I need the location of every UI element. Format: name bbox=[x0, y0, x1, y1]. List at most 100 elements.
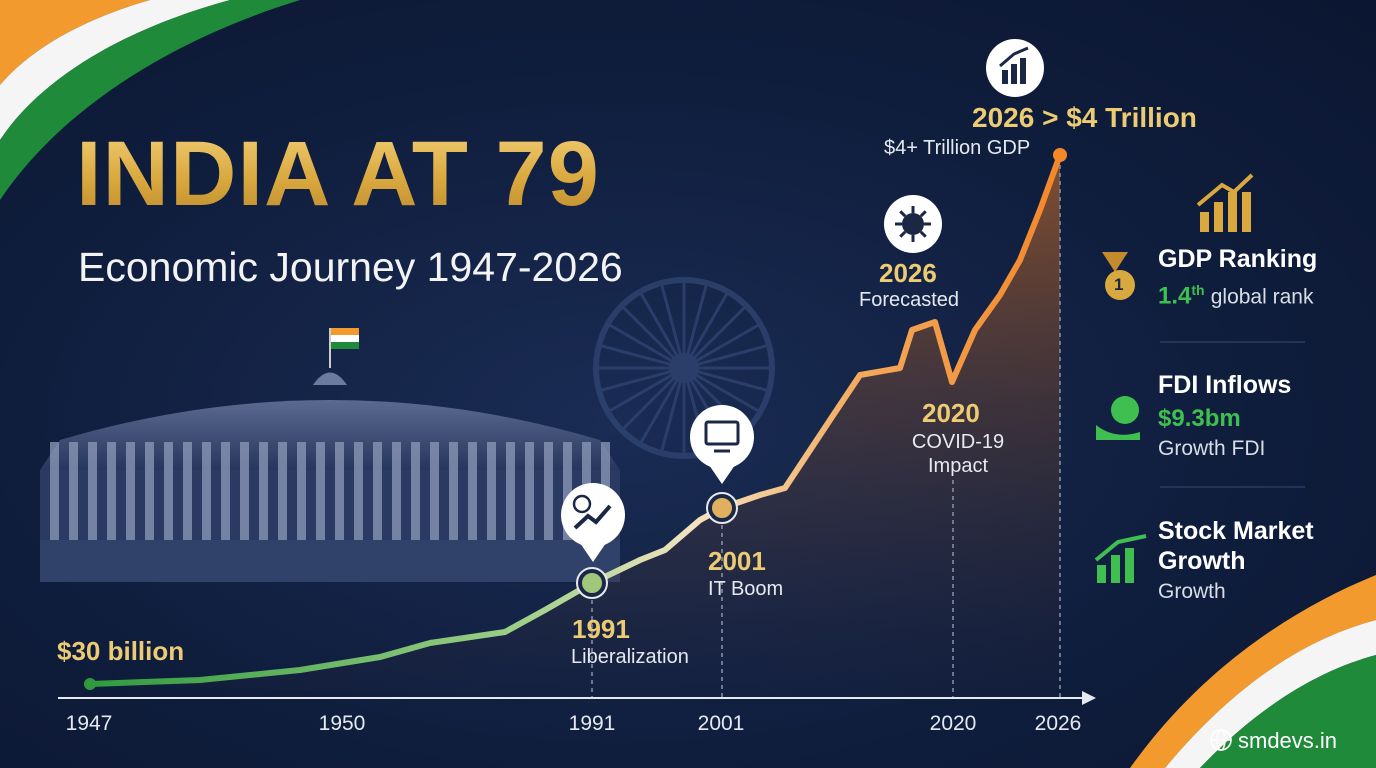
chakra-spoke bbox=[660, 284, 683, 357]
stat-detail: Growth FDI bbox=[1158, 437, 1266, 460]
chakra-spoke bbox=[693, 372, 760, 413]
stat-suffix: th bbox=[1191, 282, 1205, 298]
axis-arrow bbox=[1082, 691, 1096, 705]
chakra-spoke bbox=[691, 306, 746, 361]
title: INDIA AT 79 bbox=[76, 123, 600, 225]
milestone-ring bbox=[576, 567, 608, 599]
parliament-illustration bbox=[40, 328, 620, 582]
money-hand-icon bbox=[1096, 396, 1140, 440]
column bbox=[335, 442, 344, 540]
column bbox=[259, 442, 268, 540]
chakra-spoke bbox=[622, 375, 677, 430]
virus-spike bbox=[899, 230, 907, 238]
axis-label: 1950 bbox=[318, 712, 366, 735]
peak-label: $4+ Trillion GDP bbox=[884, 137, 1031, 159]
milestone-guides bbox=[591, 165, 1061, 698]
stat-title: FDI Inflows bbox=[1158, 371, 1292, 399]
globe-icon bbox=[1210, 729, 1232, 751]
growth-curve bbox=[87, 152, 1063, 687]
column bbox=[221, 442, 230, 540]
column bbox=[449, 442, 458, 540]
chakra-spoke bbox=[639, 377, 680, 444]
column bbox=[88, 442, 97, 540]
pin-icon bbox=[561, 483, 625, 562]
chart-icon bbox=[1196, 173, 1254, 232]
stat-value: $9.3bm bbox=[1158, 405, 1241, 432]
column bbox=[183, 442, 192, 540]
chakra-spoke bbox=[685, 284, 708, 357]
column bbox=[544, 442, 553, 540]
milestone-label: IT Boom bbox=[708, 578, 784, 600]
axis-label: 2020 bbox=[929, 712, 977, 735]
start-dot bbox=[84, 678, 96, 690]
milestone-label: COVID-19 Impact bbox=[911, 431, 1005, 477]
chakra-spoke bbox=[600, 369, 673, 392]
pin-icon bbox=[690, 405, 754, 484]
milestone-ring bbox=[706, 492, 738, 524]
flag-orange bbox=[1130, 575, 1376, 768]
column bbox=[278, 442, 287, 540]
column bbox=[69, 442, 78, 540]
chakra-spoke bbox=[608, 372, 675, 413]
virus-spike bbox=[919, 210, 927, 218]
virus-spike bbox=[919, 230, 927, 238]
column bbox=[392, 442, 401, 540]
column bbox=[107, 442, 116, 540]
chakra-spoke bbox=[639, 292, 680, 359]
column bbox=[525, 442, 534, 540]
column bbox=[202, 442, 211, 540]
axis-label: 1947 bbox=[65, 712, 113, 735]
milestone-year: 1991 bbox=[572, 614, 630, 644]
column bbox=[430, 442, 439, 540]
growth-icon bbox=[986, 39, 1044, 97]
milestone-year: 2026 bbox=[879, 258, 937, 288]
milestone-dot bbox=[708, 494, 736, 522]
column bbox=[468, 442, 477, 540]
column bbox=[126, 442, 135, 540]
column bbox=[354, 442, 363, 540]
chakra-spoke bbox=[600, 344, 673, 367]
milestone-label: Liberalization bbox=[571, 646, 689, 668]
column bbox=[164, 442, 173, 540]
peak-heading: 2026 > $4 Trillion bbox=[972, 102, 1197, 133]
axis-label: 2026 bbox=[1034, 712, 1082, 735]
virus-spike bbox=[899, 210, 907, 218]
milestone-dot bbox=[578, 569, 606, 597]
milestone-label: Forecasted bbox=[859, 289, 960, 311]
column bbox=[487, 442, 496, 540]
column bbox=[373, 442, 382, 540]
column bbox=[145, 442, 154, 540]
growth-area bbox=[90, 155, 1060, 698]
flag-green bbox=[1200, 655, 1376, 768]
stat-detail: global rank bbox=[1210, 285, 1314, 309]
column bbox=[297, 442, 306, 540]
medal-number: 1 bbox=[1114, 275, 1124, 294]
column bbox=[240, 442, 249, 540]
column bbox=[506, 442, 515, 540]
flag-green bbox=[0, 0, 300, 200]
stat-line: 1.4th global rank bbox=[1158, 282, 1313, 310]
flag-white bbox=[0, 0, 230, 140]
start-value: $30 billion bbox=[57, 636, 185, 666]
subtitle: Economic Journey 1947-2026 bbox=[78, 244, 623, 290]
stat-value: 1.4 bbox=[1158, 282, 1192, 310]
medal-icon bbox=[1102, 252, 1135, 300]
chakra-spoke bbox=[693, 323, 760, 364]
chakra-spoke bbox=[608, 323, 675, 364]
peak-dot bbox=[1053, 148, 1067, 162]
chakra-spoke bbox=[695, 344, 768, 367]
chakra-spoke bbox=[688, 292, 729, 359]
chakra-spoke bbox=[660, 379, 683, 452]
flag-orange bbox=[0, 0, 150, 85]
column bbox=[411, 442, 420, 540]
stat-title: Stock Market Growth bbox=[1158, 517, 1314, 575]
stat-title: GDP Ranking bbox=[1158, 245, 1318, 273]
chakra-spoke bbox=[622, 306, 677, 361]
column bbox=[50, 442, 59, 540]
axis-label: 2001 bbox=[697, 712, 745, 735]
milestone-year: 2020 bbox=[922, 398, 980, 428]
milestone-year: 2001 bbox=[708, 546, 766, 576]
stat-detail: Growth bbox=[1158, 580, 1226, 603]
